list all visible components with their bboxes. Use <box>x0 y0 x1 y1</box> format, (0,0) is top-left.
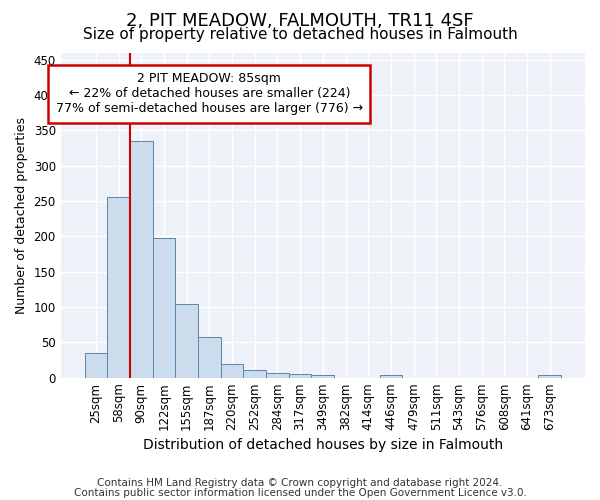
Bar <box>289 374 311 378</box>
Text: 2, PIT MEADOW, FALMOUTH, TR11 4SF: 2, PIT MEADOW, FALMOUTH, TR11 4SF <box>126 12 474 30</box>
X-axis label: Distribution of detached houses by size in Falmouth: Distribution of detached houses by size … <box>143 438 503 452</box>
Y-axis label: Number of detached properties: Number of detached properties <box>15 116 28 314</box>
Text: Contains public sector information licensed under the Open Government Licence v3: Contains public sector information licen… <box>74 488 526 498</box>
Text: Contains HM Land Registry data © Crown copyright and database right 2024.: Contains HM Land Registry data © Crown c… <box>97 478 503 488</box>
Bar <box>130 141 152 378</box>
Text: 2 PIT MEADOW: 85sqm
← 22% of detached houses are smaller (224)
77% of semi-detac: 2 PIT MEADOW: 85sqm ← 22% of detached ho… <box>56 72 363 116</box>
Bar <box>244 370 266 378</box>
Bar <box>85 353 107 378</box>
Bar <box>538 375 561 378</box>
Bar <box>266 372 289 378</box>
Bar <box>152 238 175 378</box>
Text: Size of property relative to detached houses in Falmouth: Size of property relative to detached ho… <box>83 28 517 42</box>
Bar <box>311 375 334 378</box>
Bar <box>380 375 402 378</box>
Bar <box>175 304 198 378</box>
Bar <box>107 198 130 378</box>
Bar <box>221 364 244 378</box>
Bar <box>198 338 221 378</box>
